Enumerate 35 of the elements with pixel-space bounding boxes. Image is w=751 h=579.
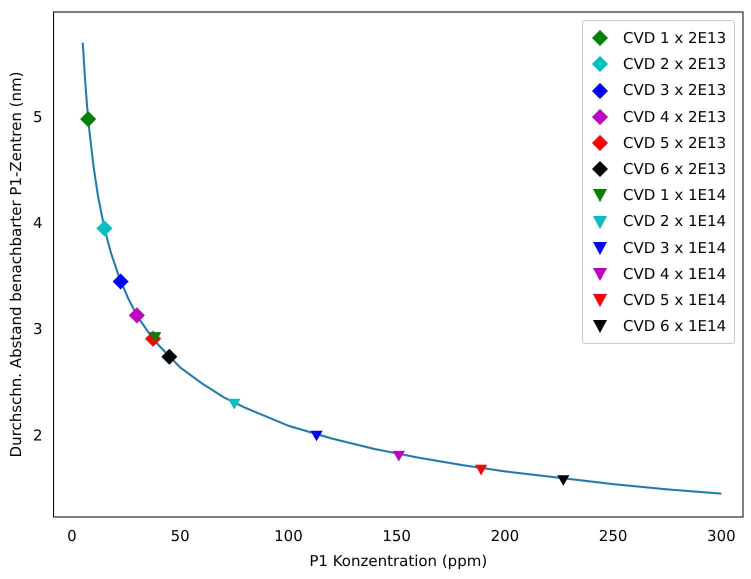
- legend-label: CVD 6 x 2E13: [623, 159, 726, 180]
- legend-label: CVD 1 x 2E13: [623, 28, 726, 49]
- x-tick-label: 250: [598, 526, 628, 545]
- y-tick-label: 2: [32, 426, 43, 444]
- point: [475, 464, 488, 476]
- x-tick-label: 0: [67, 526, 77, 545]
- legend-label: CVD 4 x 1E14: [623, 264, 726, 285]
- x-axis-title: P1 Konzentration (ppm): [309, 552, 488, 570]
- y-axis-title: Durchschn. Abstand benachbarter P1-Zentren (nm): [6, 72, 25, 458]
- point: [112, 273, 129, 290]
- legend-label: CVD 1 x 1E14: [623, 185, 726, 206]
- y-tick-label: 5: [32, 108, 43, 126]
- legend-label: CVD 5 x 1E14: [623, 290, 726, 312]
- legend-label: CVD 4 x 2E13: [623, 106, 726, 128]
- legend-label: CVD 2 x 1E14: [623, 211, 726, 232]
- x-tick-label: 50: [170, 526, 190, 545]
- point: [80, 111, 96, 128]
- y-tick-label: 4: [32, 214, 43, 232]
- legend-label: CVD 6 x 1E14: [623, 316, 726, 338]
- point: [128, 307, 145, 324]
- point: [161, 348, 178, 365]
- legend-label: CVD 5 x 2E13: [623, 132, 726, 154]
- point: [310, 430, 323, 442]
- x-tick-label: 300: [707, 526, 736, 545]
- legend-label: CVD 3 x 1E14: [623, 238, 726, 259]
- point: [392, 450, 405, 462]
- x-tick-label: 100: [274, 526, 303, 545]
- legend-label: CVD 3 x 2E13: [623, 80, 726, 102]
- x-tick-label: 150: [382, 526, 411, 545]
- y-tick-label: 3: [32, 320, 43, 338]
- point: [557, 475, 570, 486]
- legend-label: CVD 2 x 2E13: [623, 54, 726, 76]
- point: [228, 398, 240, 410]
- point: [96, 220, 112, 236]
- x-tick-label: 200: [490, 526, 520, 545]
